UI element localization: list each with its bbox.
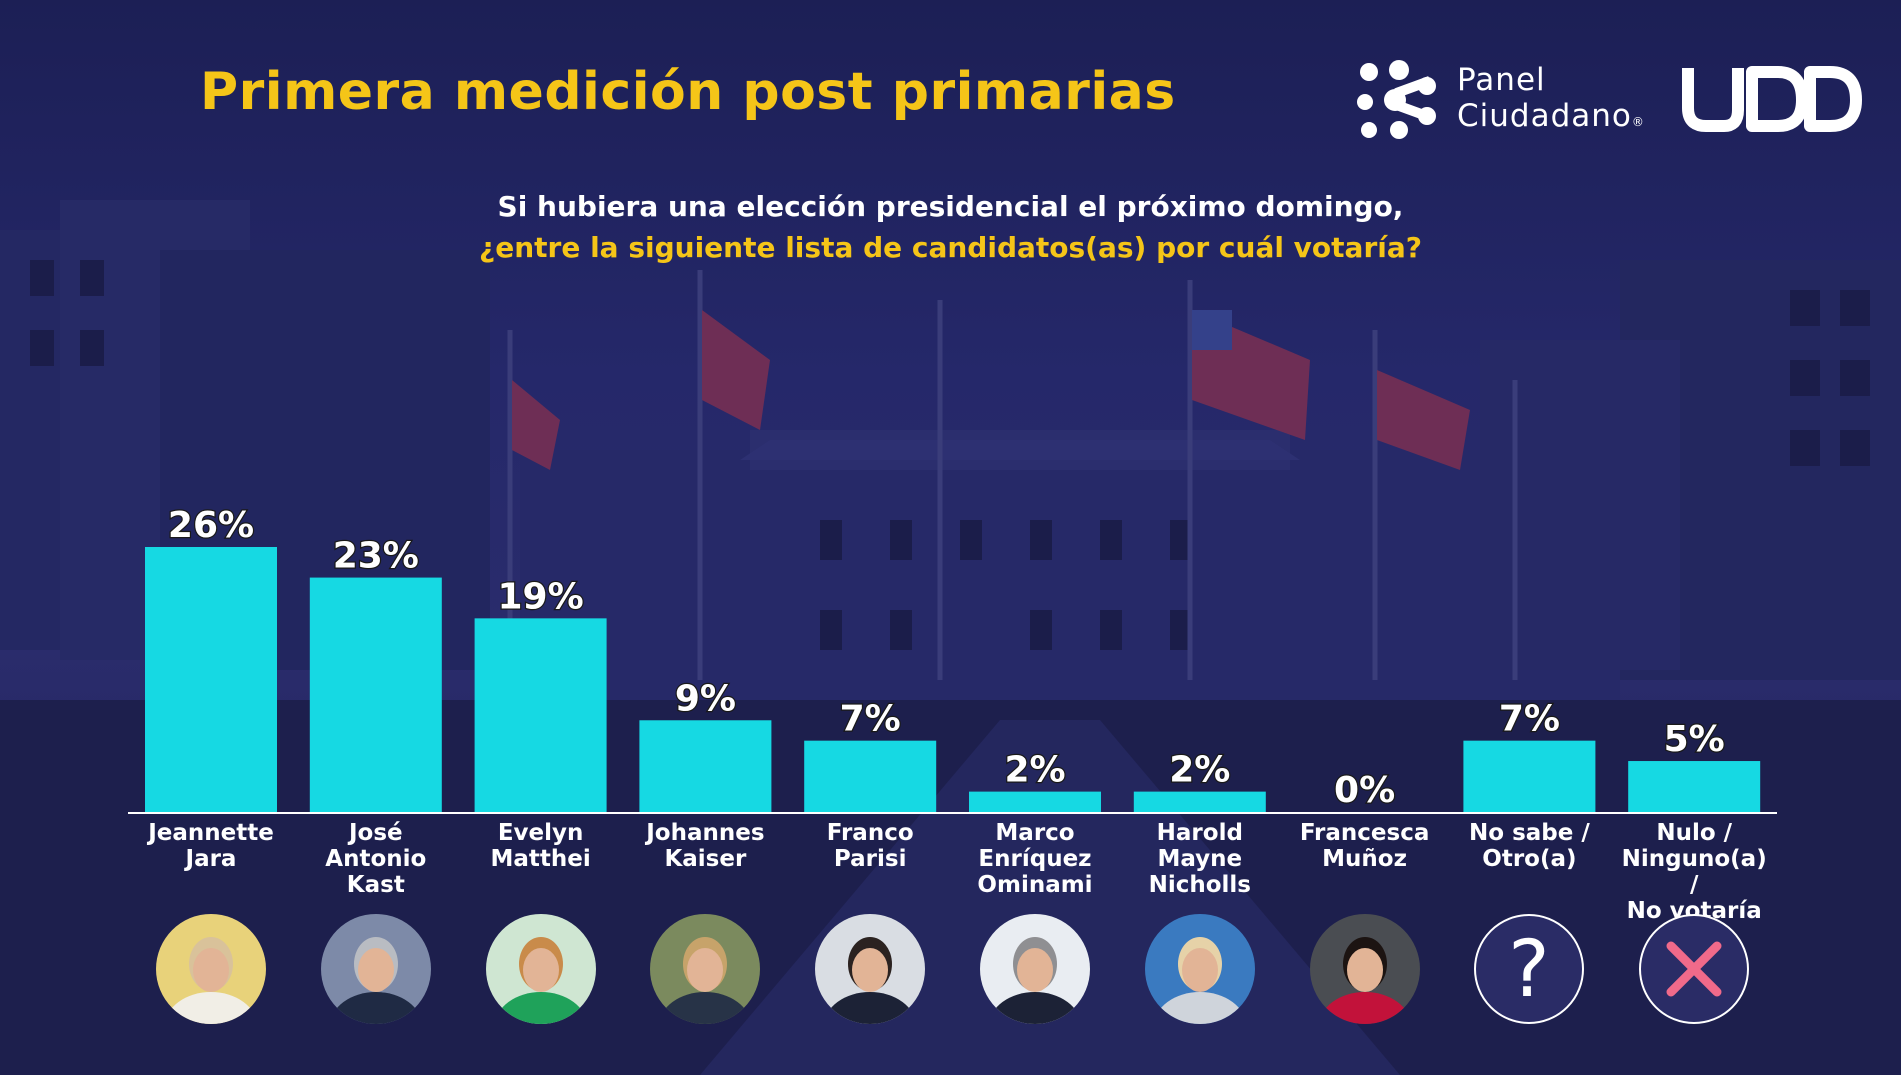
value-label-0: 26% xyxy=(168,505,254,546)
candidate-photo-3 xyxy=(650,914,761,1024)
value-label-9: 5% xyxy=(1664,719,1725,760)
candidate-photo-0 xyxy=(156,914,266,1024)
candidate-photo-7 xyxy=(1309,914,1420,1024)
category-label-2: Evelyn Matthei xyxy=(490,820,591,872)
question-line-1: Si hubiera una elección presidencial el … xyxy=(497,190,1404,223)
bar-2 xyxy=(474,618,607,812)
category-label-4: Franco Parisi xyxy=(826,820,914,872)
udd-logo xyxy=(1682,66,1862,132)
panel-ciudadano-mark-icon xyxy=(1357,60,1436,139)
category-label-3: Johannes Kaiser xyxy=(646,820,765,872)
bar-9 xyxy=(1628,761,1761,812)
svg-text:?: ? xyxy=(1509,925,1550,1015)
question-mark-icon: ? xyxy=(1474,914,1585,1024)
value-label-3: 9% xyxy=(675,678,736,719)
value-label-6: 2% xyxy=(1169,750,1230,791)
category-label-6: Harold Mayne Nicholls xyxy=(1148,820,1251,898)
bar-3 xyxy=(639,720,772,812)
candidate-photo-4 xyxy=(815,914,926,1024)
candidate-photo-1 xyxy=(320,914,431,1024)
category-label-5: Marco Enríquez Ominami xyxy=(977,820,1093,898)
bars-layer xyxy=(145,547,1761,812)
candidate-photo-5 xyxy=(980,914,1090,1024)
value-label-5: 2% xyxy=(1004,750,1065,791)
registered-mark: ® xyxy=(1631,115,1645,129)
value-label-2: 19% xyxy=(498,576,584,617)
bar-4 xyxy=(804,740,937,812)
candidate-photo-6 xyxy=(1144,914,1255,1024)
panel-logo-text-line2: Ciudadano® xyxy=(1457,98,1645,134)
value-label-1: 23% xyxy=(333,536,419,577)
bar-6 xyxy=(1133,791,1266,812)
category-label-0: Jeannette Jara xyxy=(148,820,274,872)
category-label-7: Francesca Muñoz xyxy=(1299,820,1430,872)
slide-title: Primera medición post primarias xyxy=(200,62,1176,122)
value-labels-layer: 26% 23% 19% 9% 7% 2% 2% 0% 7% 5% xyxy=(167,504,1726,813)
x-mark-icon xyxy=(1639,914,1750,1024)
panel-ciudadano-logo: Panel Ciudadano® xyxy=(1355,60,1665,140)
candidate-photo-2 xyxy=(485,914,596,1024)
panel-logo-text-line1: Panel xyxy=(1457,62,1546,98)
value-label-4: 7% xyxy=(840,699,901,740)
category-label-8: No sabe / Otro(a) xyxy=(1469,820,1590,872)
category-label-9: Nulo / Ninguno(a) / No votaría xyxy=(1621,820,1767,924)
bar-1 xyxy=(309,577,442,812)
category-label-1: José Antonio Kast xyxy=(325,820,427,898)
value-label-8: 7% xyxy=(1499,699,1560,740)
bar-5 xyxy=(969,791,1101,812)
bar-0 xyxy=(145,547,277,812)
value-label-7: 0% xyxy=(1334,770,1395,811)
bar-8 xyxy=(1463,740,1596,812)
question-line-2: ¿entre la siguiente lista de candidatos(… xyxy=(478,231,1422,264)
